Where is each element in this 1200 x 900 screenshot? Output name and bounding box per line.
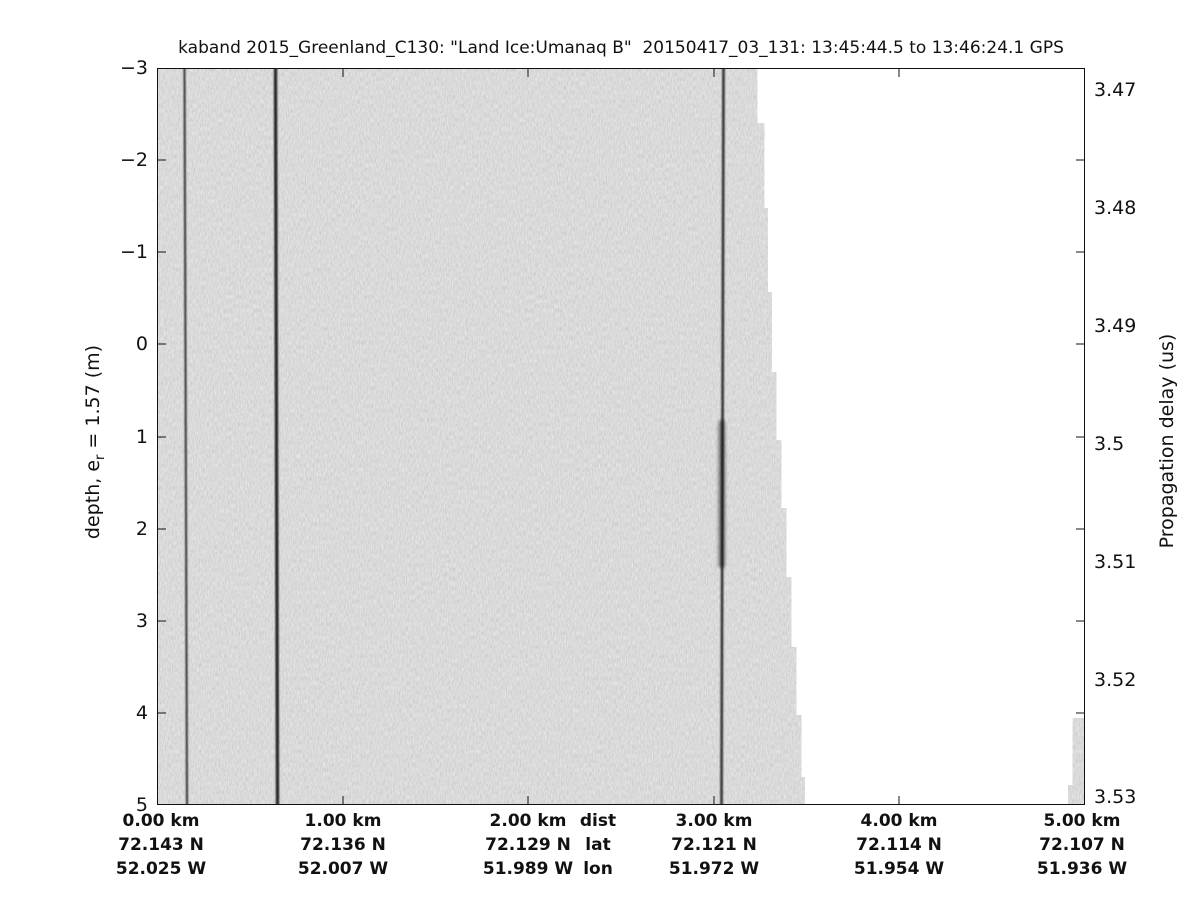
x-lon-3: 51.972 W: [668, 859, 760, 879]
depth-tick-1: 1: [135, 426, 148, 448]
delay-tick-3.53: 3.53: [1094, 786, 1137, 808]
depth-tick-3: 3: [135, 610, 148, 632]
x-lon-4: 51.954 W: [853, 859, 945, 879]
x-rowlabel-lat: lat: [585, 835, 611, 855]
x-lat-0: 72.143 N: [118, 835, 204, 855]
x-dist-5: 5.00 km: [1043, 811, 1121, 831]
x-rowlabel-dist: dist: [579, 811, 617, 831]
x-dist-3: 3.00 km: [675, 811, 753, 831]
x-lat-1: 72.136 N: [300, 835, 386, 855]
right-axis-title: Propagation delay (us): [1156, 333, 1178, 549]
echogram-plot-canvas: [157, 68, 1085, 805]
trace-thick-blob: [718, 420, 725, 568]
echogram-data-region: [157, 68, 1085, 805]
delay-tick-3.49: 3.49: [1094, 315, 1137, 337]
x-lat-2: 72.129 N: [485, 835, 571, 855]
x-lon-1: 52.007 W: [297, 859, 389, 879]
delay-tick-3.5: 3.5: [1094, 433, 1125, 455]
delay-tick-3.52: 3.52: [1094, 669, 1137, 691]
left-axis-title: depth, er = 1.57 (m): [82, 344, 108, 540]
axis-ticks: [158, 69, 1084, 804]
x-dist-4: 4.00 km: [860, 811, 938, 831]
x-lon-0: 52.025 W: [115, 859, 207, 879]
delay-tick-3.48: 3.48: [1094, 197, 1137, 219]
x-dist-1: 1.00 km: [304, 811, 382, 831]
x-lat-4: 72.114 N: [856, 835, 942, 855]
delay-tick-3.51: 3.51: [1094, 551, 1137, 573]
depth-tick--1: −1: [119, 241, 148, 263]
x-lon-2: 51.989 W: [482, 859, 574, 879]
x-dist-2: 2.00 km: [489, 811, 567, 831]
x-dist-0: 0.00 km: [122, 811, 200, 831]
x-lat-3: 72.121 N: [671, 835, 757, 855]
x-lat-5: 72.107 N: [1039, 835, 1125, 855]
depth-tick-2: 2: [135, 518, 148, 540]
plot-title: kaband 2015_Greenland_C130: "Land Ice:Um…: [178, 38, 1064, 58]
delay-tick-3.47: 3.47: [1094, 79, 1137, 101]
x-lon-5: 51.936 W: [1036, 859, 1128, 879]
x-rowlabel-lon: lon: [583, 859, 613, 879]
depth-tick-5: 5: [135, 794, 148, 816]
depth-tick-0: 0: [135, 333, 148, 355]
plot-box-border: [157, 68, 1085, 805]
depth-tick-4: 4: [135, 702, 148, 724]
depth-tick--3: −3: [119, 57, 148, 79]
depth-tick--2: −2: [119, 149, 148, 171]
